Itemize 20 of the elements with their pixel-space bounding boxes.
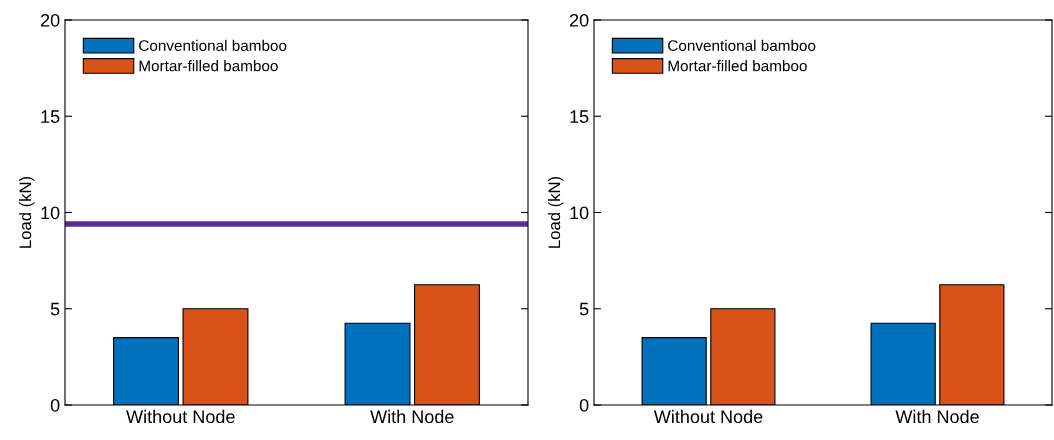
x-tick-label: Without Node — [126, 409, 235, 424]
y-tick-label: 5 — [50, 302, 60, 316]
x-tick-label: With Node — [895, 409, 979, 424]
y-tick-label: 20 — [40, 13, 60, 27]
y-tick-label: 10 — [570, 206, 589, 220]
y-axis-title: Load (kN) — [18, 176, 35, 248]
y-tick-label: 5 — [579, 302, 589, 316]
x-tick-label: With Node — [370, 409, 454, 424]
x-tick-label: Without Node — [653, 409, 763, 424]
y-tick-label: 15 — [570, 110, 589, 123]
y-tick-label: 0 — [579, 398, 589, 412]
legend-label: Conventional bamboo — [668, 39, 816, 52]
y-tick-label: 0 — [50, 398, 60, 412]
legend-label: Mortar-filled bamboo — [668, 60, 807, 72]
legend-label: Mortar-filled bamboo — [139, 60, 278, 72]
y-tick-label: 10 — [41, 206, 60, 220]
y-axis-title: Load (kN) — [547, 176, 564, 248]
legend-label: Conventional bamboo — [139, 39, 287, 52]
y-tick-label: 20 — [569, 13, 589, 27]
y-tick-label: 15 — [41, 110, 60, 123]
